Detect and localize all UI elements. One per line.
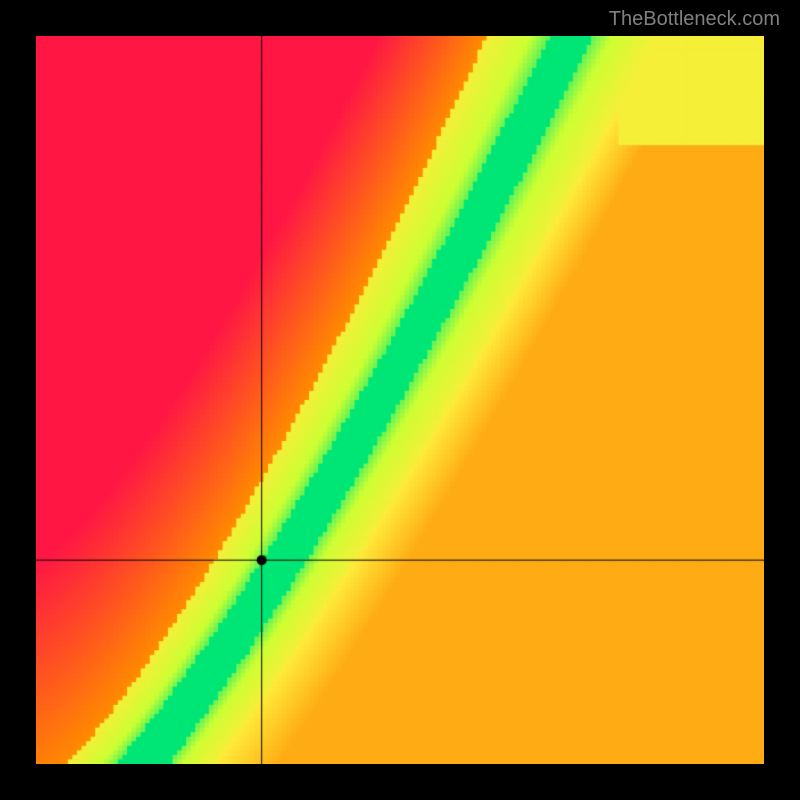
bottleneck-heatmap <box>36 36 764 764</box>
heatmap-canvas <box>36 36 764 764</box>
watermark-text: TheBottleneck.com <box>609 8 780 31</box>
